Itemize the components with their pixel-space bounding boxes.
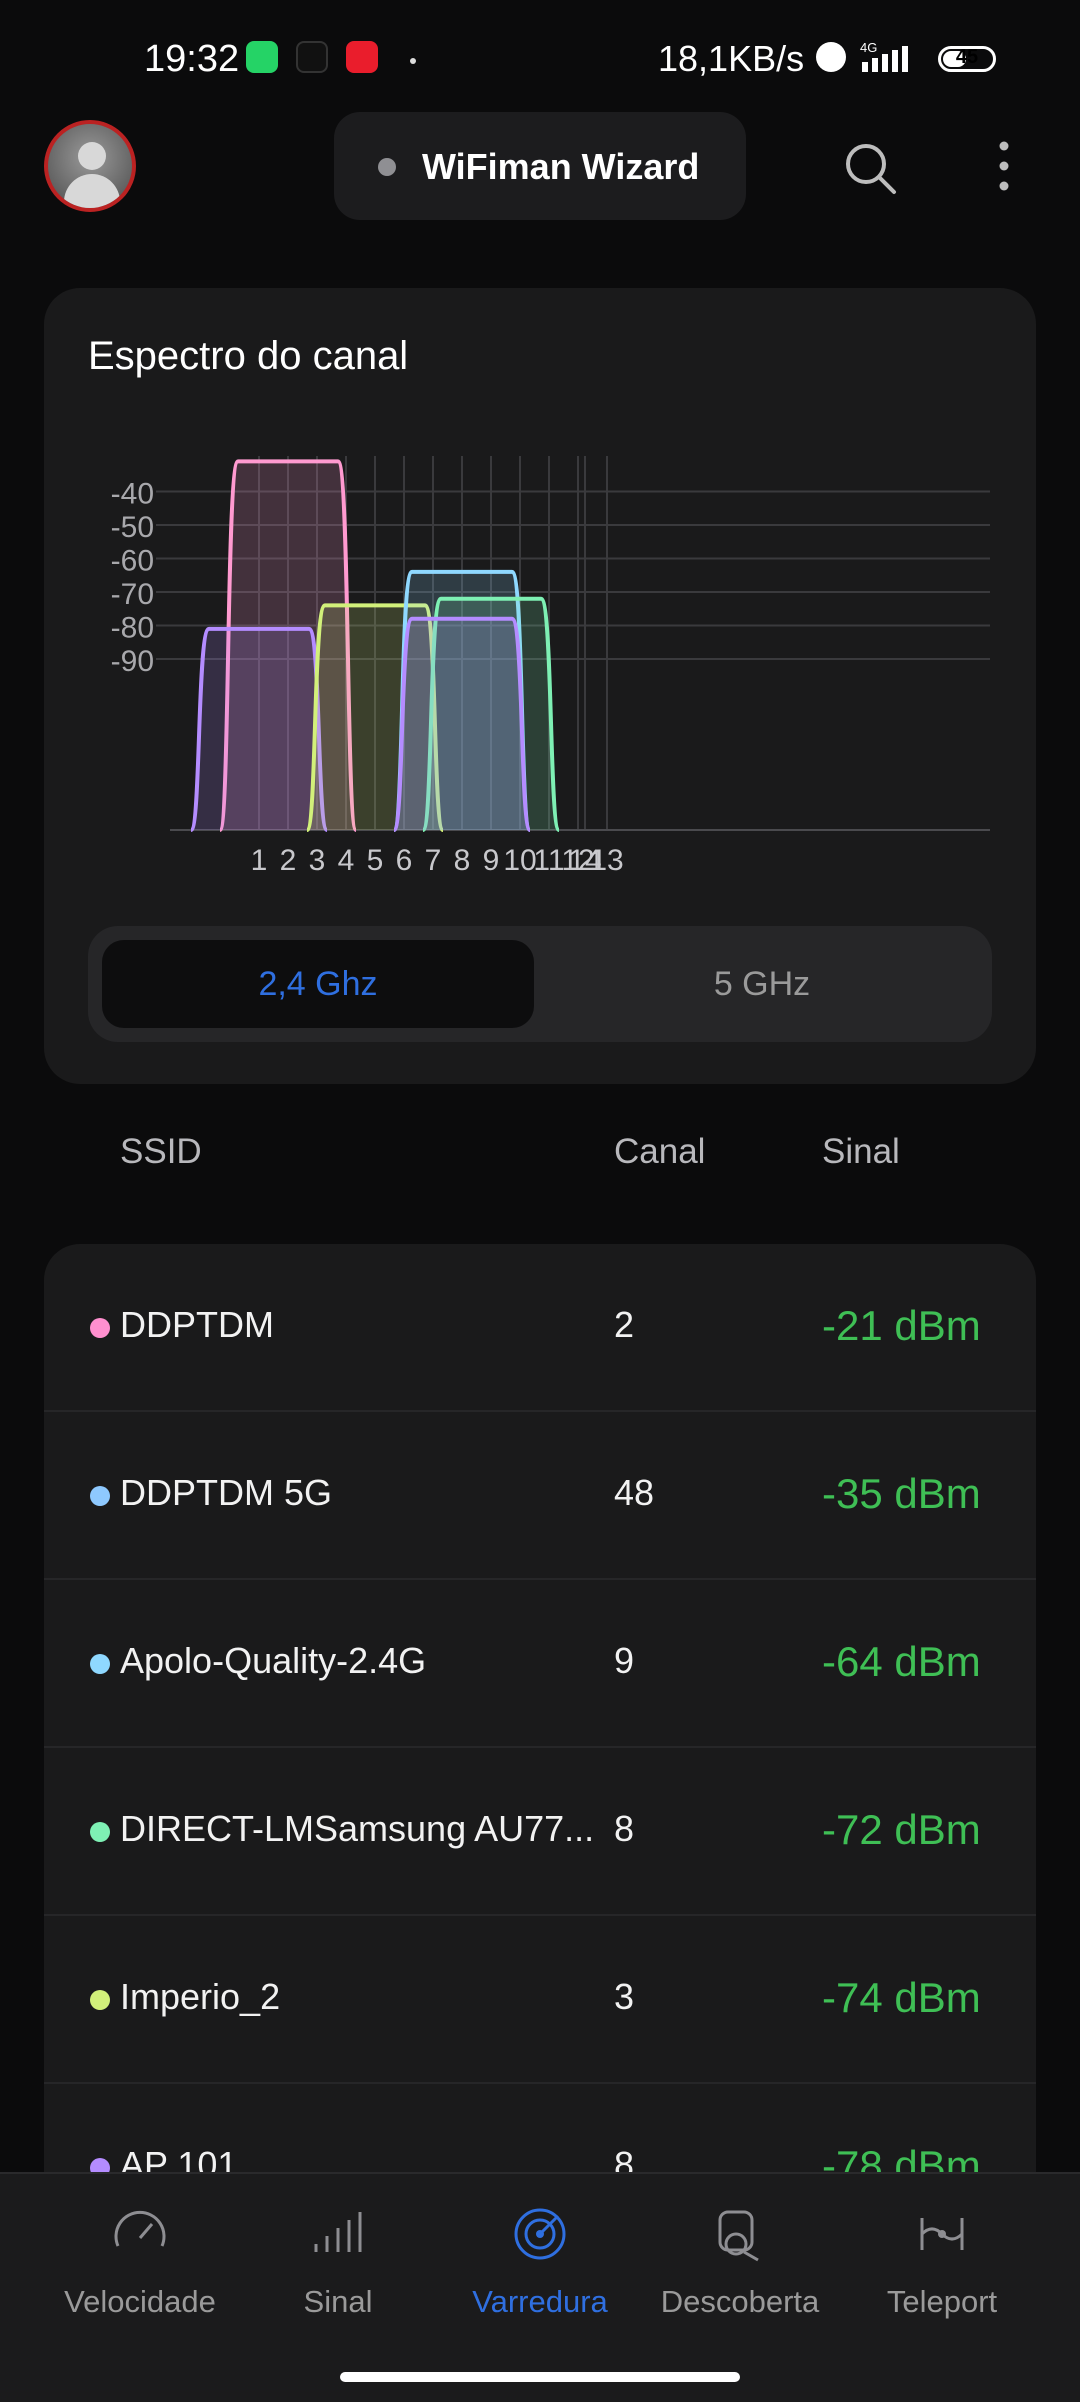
- x-tick-label: 6: [396, 844, 413, 877]
- nav-item-varredura[interactable]: Varredura: [440, 2204, 640, 2320]
- tiktok-icon: [296, 41, 328, 73]
- channel-area-line: [305, 603, 445, 832]
- network-signal: -21 dBm: [822, 1302, 981, 1349]
- channel-area-line: [392, 616, 532, 832]
- network-ssid: DDPTDM 5G: [120, 1472, 333, 1513]
- nav-label: Velocidade: [64, 2284, 216, 2319]
- nav-item-sinal[interactable]: Sinal: [238, 2204, 438, 2320]
- x-tick-label: 5: [367, 844, 384, 877]
- more-vertical-icon[interactable]: [996, 140, 1012, 201]
- network-row[interactable]: DDPTDM 2 -21 dBm: [44, 1244, 1036, 1412]
- network-signal: -35 dBm: [822, 1470, 981, 1517]
- x-tick-label: 13: [590, 844, 623, 877]
- x-tick-label: 12: [561, 844, 594, 877]
- channel-area-fill: [191, 628, 327, 830]
- network-channel: 48: [614, 1472, 655, 1513]
- y-tick-label: -90: [111, 645, 154, 678]
- home-indicator[interactable]: [340, 2372, 740, 2382]
- nav-label: Descoberta: [660, 2284, 820, 2319]
- network-channel: 2: [614, 1304, 635, 1345]
- network-color-dot: [90, 1486, 110, 1506]
- wizard-status-dot: [378, 158, 396, 176]
- wizard-title: WiFiman Wizard: [422, 146, 700, 187]
- wifiman-wizard-button[interactable]: WiFiman Wizard: [334, 112, 746, 220]
- nav-label: Teleport: [886, 2284, 998, 2319]
- device-search-icon: [718, 2210, 759, 2262]
- ifood-icon: [346, 41, 378, 73]
- battery-level: 45: [955, 46, 979, 68]
- y-tick-label: -40: [111, 478, 154, 511]
- notification-dot-icon: [410, 58, 416, 64]
- nav-item-teleport[interactable]: Teleport: [842, 2204, 1042, 2320]
- column-header-ssid[interactable]: SSID: [120, 1132, 202, 1171]
- y-tick-label: -70: [111, 578, 154, 611]
- network-signal: -74 dBm: [822, 1974, 981, 2021]
- channel-area-line: [189, 626, 329, 832]
- channel-area-fill: [394, 618, 530, 830]
- channel-area-line: [421, 596, 561, 832]
- network-row[interactable]: DDPTDM 5G 48 -35 dBm: [44, 1412, 1036, 1580]
- network-ssid: DDPTDM: [120, 1304, 274, 1345]
- network-color-dot: [90, 1654, 110, 1674]
- x-tick-label: 8: [454, 844, 471, 877]
- cellular-signal-icon: 4G: [860, 40, 924, 81]
- alarm-icon: [816, 42, 846, 72]
- channel-area-line: [218, 459, 358, 832]
- network-color-dot: [90, 1822, 110, 1842]
- channel-spectrum-card: Espectro do canal -40 -50 -60 -70 -80 -90 1 2 3 4…: [44, 288, 1036, 1084]
- nav-item-descoberta[interactable]: Descoberta: [640, 2204, 840, 2320]
- nav-item-velocidade[interactable]: Velocidade: [40, 2204, 240, 2320]
- network-list: DDPTDM 2 -21 dBm DDPTDM 5G 48 -35 dBm Ap…: [44, 1244, 1036, 2244]
- y-tick-label: -60: [111, 545, 154, 578]
- x-tick-label: 3: [309, 844, 326, 877]
- network-row[interactable]: Imperio_2 3 -74 dBm: [44, 1916, 1036, 2084]
- x-tick-label: 11: [533, 844, 564, 877]
- user-avatar-icon[interactable]: [44, 120, 136, 212]
- network-channel: 3: [614, 1976, 635, 2017]
- network-row[interactable]: Apolo-Quality-2.4G 9 -64 dBm: [44, 1580, 1036, 1748]
- band-option-2-4ghz[interactable]: 2,4 Ghz: [102, 940, 534, 1028]
- column-header-signal[interactable]: Sinal: [822, 1132, 900, 1171]
- column-header-channel[interactable]: Canal: [614, 1132, 706, 1171]
- network-speed: 18,1KB/s: [658, 38, 805, 79]
- y-tick-label: -50: [111, 511, 154, 544]
- network-color-dot: [90, 1990, 110, 2010]
- network-signal: -64 dBm: [822, 1638, 981, 1685]
- nav-label: Varredura: [472, 2284, 608, 2319]
- band-option-5ghz[interactable]: 5 GHz: [713, 965, 811, 1003]
- speedometer-icon: [114, 2210, 166, 2247]
- network-channel: 8: [614, 1808, 635, 1849]
- network-channel: 9: [614, 1640, 635, 1681]
- network-color-dot: [90, 1318, 110, 1338]
- network-ssid: Imperio_2: [120, 1976, 281, 2017]
- x-tick-label: 7: [425, 844, 442, 877]
- status-bar: 19:32 18,1KB/s 4G 45: [0, 0, 1080, 120]
- band-toggle: 2,4 Ghz 5 GHz: [88, 926, 992, 1042]
- whatsapp-icon: [246, 41, 278, 73]
- x-tick-label: 9: [483, 844, 500, 877]
- network-row[interactable]: DIRECT-LMSamsung AU77... 8 -72 dBm: [44, 1748, 1036, 1916]
- bottom-navigation: Velocidade Sinal Varredura Descoberta Te…: [0, 2172, 1080, 2402]
- channel-area-fill: [220, 461, 356, 830]
- status-time: 19:32: [144, 38, 240, 80]
- x-tick-label: 1: [251, 844, 268, 877]
- nav-label: Sinal: [303, 2284, 373, 2319]
- x-tick-label: 14: [568, 844, 601, 877]
- radar-icon: [514, 2208, 566, 2260]
- network-signal: -72 dBm: [822, 1806, 981, 1853]
- battery-icon: 45: [938, 46, 996, 72]
- channel-area-fill: [307, 605, 443, 830]
- network-type: 4G: [860, 40, 877, 55]
- network-ssid: DIRECT-LMSamsung AU77...: [120, 1808, 595, 1849]
- signal-bars-icon: [314, 2212, 362, 2252]
- card-title: Espectro do canal: [88, 334, 409, 378]
- x-tick-label: 2: [280, 844, 297, 877]
- y-tick-label: -80: [111, 612, 154, 645]
- x-tick-label: 10: [503, 844, 536, 877]
- teleport-icon: [920, 2218, 964, 2250]
- x-tick-label: 4: [338, 844, 355, 877]
- search-icon[interactable]: [842, 140, 898, 201]
- network-ssid: Apolo-Quality-2.4G: [120, 1640, 427, 1681]
